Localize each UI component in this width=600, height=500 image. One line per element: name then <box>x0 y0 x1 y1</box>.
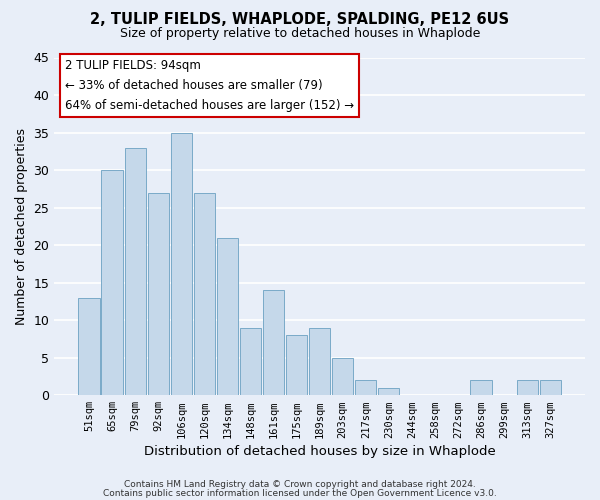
Bar <box>263 290 284 395</box>
Text: 2, TULIP FIELDS, WHAPLODE, SPALDING, PE12 6US: 2, TULIP FIELDS, WHAPLODE, SPALDING, PE1… <box>91 12 509 28</box>
X-axis label: Distribution of detached houses by size in Whaplode: Distribution of detached houses by size … <box>144 444 496 458</box>
Y-axis label: Number of detached properties: Number of detached properties <box>15 128 28 325</box>
Text: 2 TULIP FIELDS: 94sqm
← 33% of detached houses are smaller (79)
64% of semi-deta: 2 TULIP FIELDS: 94sqm ← 33% of detached … <box>65 59 354 112</box>
Bar <box>355 380 376 395</box>
Bar <box>332 358 353 395</box>
Bar <box>286 335 307 395</box>
Bar <box>378 388 400 395</box>
Bar <box>517 380 538 395</box>
Text: Contains public sector information licensed under the Open Government Licence v3: Contains public sector information licen… <box>103 488 497 498</box>
Bar <box>125 148 146 395</box>
Text: Contains HM Land Registry data © Crown copyright and database right 2024.: Contains HM Land Registry data © Crown c… <box>124 480 476 489</box>
Bar <box>309 328 330 395</box>
Bar <box>217 238 238 395</box>
Text: Size of property relative to detached houses in Whaplode: Size of property relative to detached ho… <box>120 28 480 40</box>
Bar <box>539 380 561 395</box>
Bar <box>470 380 491 395</box>
Bar <box>148 192 169 395</box>
Bar <box>170 132 192 395</box>
Bar <box>194 192 215 395</box>
Bar <box>240 328 261 395</box>
Bar <box>101 170 122 395</box>
Bar <box>79 298 100 395</box>
